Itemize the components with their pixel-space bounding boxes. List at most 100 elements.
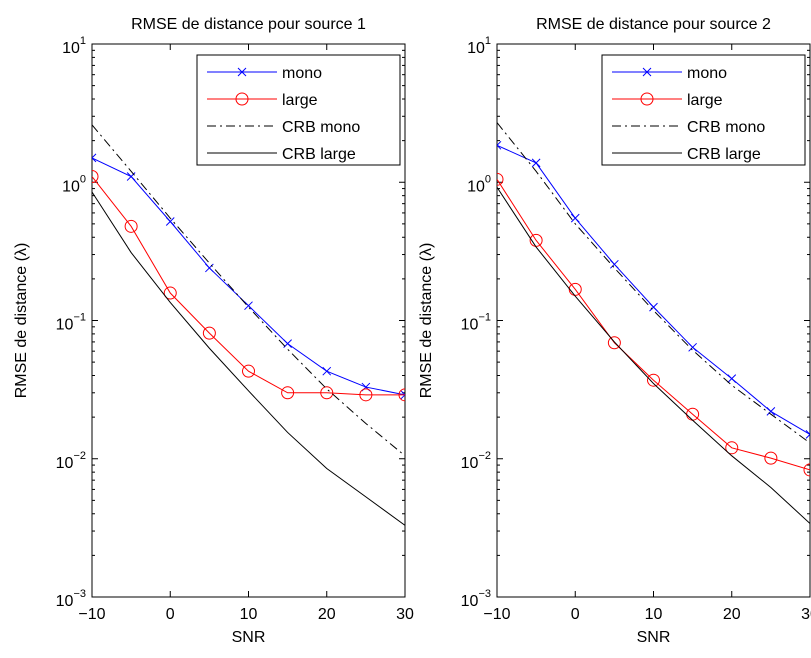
series-layer: [92, 124, 405, 526]
series-line-large: [497, 179, 810, 471]
legend-marker-mono: [237, 67, 247, 77]
point-mono: [92, 153, 97, 163]
y-tick-base: 10: [62, 178, 80, 195]
y-tick-base: 10: [56, 317, 74, 334]
x-tick-label: 10: [645, 606, 663, 623]
series-line-crb-large: [497, 186, 810, 524]
y-tick-exponent: −3: [73, 588, 86, 600]
chart-title: RMSE de distance pour source 1: [131, 16, 366, 33]
legend-label-crb-mono: CRB mono: [282, 119, 360, 136]
point-mono: [497, 140, 502, 150]
y-tick-base: 10: [62, 40, 80, 57]
legend-box: [601, 54, 806, 166]
legend-label-crb-large: CRB large: [282, 146, 356, 163]
x-tick-label: 20: [723, 606, 741, 623]
y-tick-base: 10: [467, 178, 485, 195]
legend: mono large CRB mono CRB large: [601, 54, 806, 166]
y-tick-exponent: −2: [73, 450, 86, 462]
point-mono: [805, 430, 810, 439]
point-mono: [688, 342, 697, 352]
y-tick-label: 101: [467, 35, 491, 57]
y-tick-exponent: −3: [478, 588, 491, 600]
legend: mono large CRB mono CRB large: [196, 54, 401, 166]
x-tick-label: 30: [801, 606, 811, 623]
y-tick-base: 10: [461, 317, 479, 334]
y-tick-exponent: 0: [485, 173, 491, 185]
y-tick-label: 10−3: [56, 588, 86, 610]
x-tick-label: 10: [240, 606, 258, 623]
x-tick-label: 0: [571, 606, 580, 623]
series-layer: [497, 122, 810, 524]
point-mono: [205, 263, 214, 273]
y-tick-base: 10: [461, 593, 479, 610]
point-large: [725, 441, 739, 455]
series-line-mono: [497, 144, 810, 435]
point-mono: [649, 302, 658, 312]
x-axis-label: SNR: [637, 629, 671, 646]
y-tick-base: 10: [56, 455, 74, 472]
point-mono: [400, 390, 405, 400]
y-tick-label: 10−1: [461, 312, 491, 334]
point-large: [764, 451, 778, 465]
y-tick-label: 100: [467, 173, 491, 195]
y-tick-exponent: 1: [80, 35, 86, 47]
point-mono: [126, 172, 136, 181]
legend-label-large: large: [282, 92, 318, 109]
point-large: [398, 388, 405, 402]
point-large: [497, 172, 504, 186]
series-line-mono: [92, 157, 405, 396]
y-tick-base: 10: [56, 593, 74, 610]
point-mono: [610, 259, 619, 269]
point-mono: [165, 217, 175, 226]
x-tick-label: 20: [318, 606, 336, 623]
point-large: [92, 170, 99, 184]
y-tick-label: 100: [62, 173, 86, 195]
y-tick-base: 10: [467, 40, 485, 57]
point-mono: [531, 158, 541, 168]
x-tick-label: 30: [396, 606, 414, 623]
point-large: [803, 463, 810, 477]
legend-box: [196, 54, 401, 166]
y-tick-label: 10−2: [461, 450, 491, 472]
legend-label-crb-large: CRB large: [687, 146, 761, 163]
y-tick-exponent: −1: [478, 312, 491, 324]
y-axis-label: RMSE de distance (λ): [418, 243, 435, 399]
legend-label-crb-mono: CRB mono: [687, 119, 765, 136]
point-large: [320, 386, 334, 400]
point-large: [202, 326, 216, 340]
point-mono: [727, 374, 737, 383]
x-tick-label: 0: [166, 606, 175, 623]
point-large: [124, 219, 138, 233]
series-line-crb-mono: [92, 124, 405, 457]
legend-marker-large: [640, 92, 654, 106]
y-tick-exponent: 0: [80, 173, 86, 185]
y-tick-base: 10: [461, 455, 479, 472]
legend-marker-large: [235, 92, 249, 106]
y-tick-label: 10−2: [56, 450, 86, 472]
point-mono: [766, 407, 776, 416]
x-tick-label: −10: [483, 606, 510, 623]
point-large: [359, 388, 373, 402]
legend-marker-mono: [642, 67, 652, 77]
y-tick-label: 101: [62, 35, 86, 57]
point-large: [607, 336, 621, 350]
y-axis-label: RMSE de distance (λ): [13, 243, 30, 399]
point-mono: [244, 301, 253, 311]
y-tick-exponent: 1: [485, 35, 491, 47]
point-mono: [570, 213, 580, 223]
y-tick-label: 10−1: [56, 312, 86, 334]
series-line-crb-large: [92, 191, 405, 526]
point-large: [242, 364, 255, 378]
y-tick-exponent: −2: [478, 450, 491, 462]
legend-label-mono: mono: [282, 65, 322, 82]
chart-title: RMSE de distance pour source 2: [536, 16, 771, 33]
legend-label-large: large: [687, 92, 723, 109]
x-axis-label: SNR: [232, 629, 266, 646]
legend-label-mono: mono: [687, 65, 727, 82]
point-large: [647, 373, 660, 387]
point-large: [281, 386, 295, 400]
point-large: [163, 286, 177, 300]
